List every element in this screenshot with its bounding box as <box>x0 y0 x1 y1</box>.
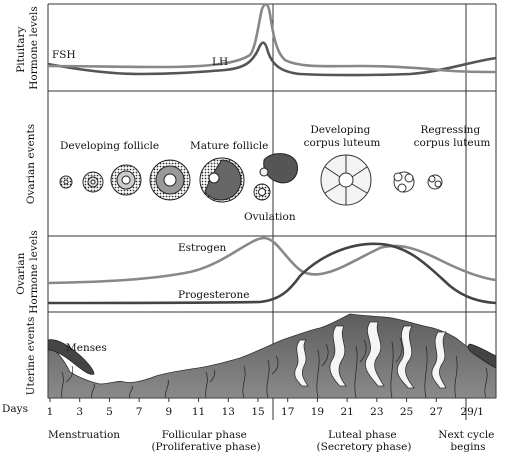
progesterone-label: Progesterone <box>178 289 249 301</box>
follicle-3 <box>110 164 142 196</box>
day-tick-label: 3 <box>76 406 83 418</box>
uterine-glands <box>294 321 447 389</box>
lh-curve <box>47 3 497 74</box>
day-tick-label: 15 <box>251 406 264 418</box>
day-ticks: 1 3 5 7 9 11 13 15 17 19 21 23 25 27 29/1 <box>47 398 484 418</box>
menses-label: Menses <box>66 342 107 354</box>
phase-next-cycle: Next cycle begins <box>438 429 498 453</box>
day-tick-label: 23 <box>370 406 383 418</box>
developing-corpus-luteum <box>320 154 372 206</box>
row-label-uterine-events: Uterine events <box>25 317 37 396</box>
day-tick-label: 5 <box>106 406 113 418</box>
row-label-ovarian-events: Ovarian events <box>25 124 37 204</box>
ovulation-label: Ovulation <box>244 211 296 223</box>
mature-follicle <box>199 157 245 203</box>
day-tick-label: 19 <box>311 406 324 418</box>
regressing-corpus-luteum <box>393 171 443 193</box>
regressing-corpus-luteum-label: Regressing corpus luteum <box>414 124 491 149</box>
lh-label: LH <box>212 56 228 68</box>
day-tick-label: 27 <box>430 406 443 418</box>
day-tick-label: 11 <box>192 406 205 418</box>
ruptured-follicle <box>259 153 299 184</box>
day-tick-label: 13 <box>222 406 235 418</box>
pituitary-hormone-curves <box>47 3 497 77</box>
phase-follicular: Follicular phase (Proliferative phase) <box>151 429 260 453</box>
progesterone-curve <box>47 242 497 305</box>
day-tick-label: 9 <box>166 406 173 418</box>
day-tick-label: 1 <box>47 406 54 418</box>
menses-shed-tissue-right <box>467 343 497 369</box>
phase-luteal: Luteal phase (Secretory phase) <box>317 429 412 453</box>
released-ovum <box>253 183 271 201</box>
estrogen-label: Estrogen <box>178 242 227 254</box>
mature-follicle-label: Mature follicle <box>190 140 268 152</box>
uterine-lining <box>47 313 497 399</box>
row-label-ovarian-hormones: Ovarian Hormone levels <box>15 230 40 314</box>
day-tick-label: 29/1 <box>460 406 484 418</box>
follicle-2 <box>82 171 104 193</box>
developing-corpus-luteum-label: Developing corpus luteum <box>304 124 381 149</box>
day-tick-label: 21 <box>340 406 353 418</box>
fsh-label: FSH <box>52 49 76 61</box>
row-label-pituitary: Pituitary Hormone levels <box>15 6 40 90</box>
endometrium-tissue <box>47 313 497 399</box>
ovarian-hormone-curves <box>47 236 497 305</box>
spiral-arteries <box>61 337 488 399</box>
days-label: Days <box>2 403 28 415</box>
developing-follicle-label: Developing follicle <box>60 140 159 152</box>
day-tick-label: 7 <box>136 406 143 418</box>
follicle-1 <box>59 175 73 189</box>
follicle-4 <box>149 159 191 201</box>
day-tick-label: 17 <box>281 406 294 418</box>
fsh-curve <box>47 41 497 77</box>
phase-menstruation: Menstruation <box>48 429 120 441</box>
menses-shed-tissue-left <box>47 339 95 375</box>
estrogen-curve <box>47 236 497 285</box>
follicle-series <box>59 153 443 206</box>
day-tick-label: 25 <box>400 406 413 418</box>
